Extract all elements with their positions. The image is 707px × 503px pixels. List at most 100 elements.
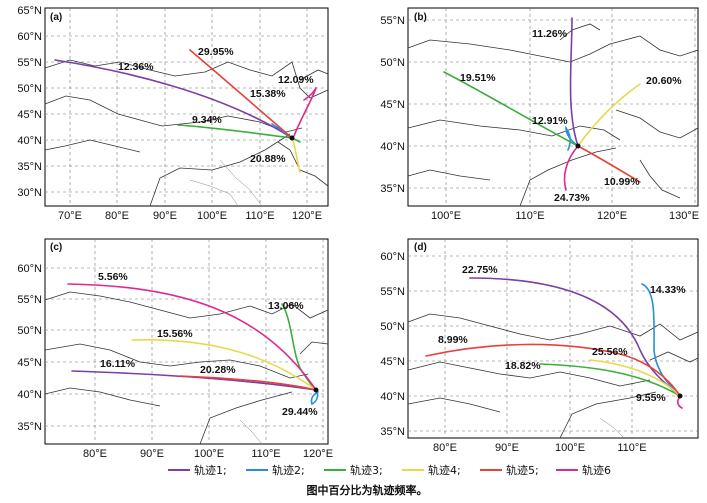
panel-a-pct-6: 12.09%: [278, 74, 314, 86]
panel-c-borders: [44, 291, 329, 445]
panel-a-lat-tick: 45°N: [17, 109, 42, 121]
panel-c-grid: [45, 239, 328, 444]
panel-b-trajectories: [443, 17, 641, 191]
panel-b-trajectory-1: [569, 17, 579, 147]
panel-c-lon-tick: 90°E: [140, 448, 164, 460]
panel-d-lon-ticks: 80°E 90°E 100°E 110°E: [433, 442, 647, 454]
panel-b-lat-tick: 55°N: [380, 15, 405, 27]
panel-b-lat-tick: 35°N: [380, 183, 405, 195]
panel-b-label: (b): [414, 12, 427, 23]
panel-b-lat-tick: 45°N: [380, 99, 405, 111]
panel-b-lat-tick: 50°N: [380, 57, 405, 69]
panel-a-lat-ticks: 65°N 60°N 55°N 50°N 45°N 40°N 35°N 30°N: [17, 5, 42, 199]
panel-d-lat-tick: 45°N: [380, 356, 405, 368]
panel-d-lon-tick: 80°E: [433, 442, 457, 454]
panel-a-lon-ticks: 70°E 80°E 90°E 100°E 110°E 120°E: [58, 210, 322, 222]
legend-item-6: 轨迹6: [556, 463, 611, 477]
panel-c-lat-tick: 40°N: [17, 389, 42, 401]
panel-c-trajectory-2: [310, 389, 319, 406]
panel-b-pct-2: 12.91%: [532, 115, 568, 127]
panel-c-lat-ticks: 60°N 55°N 50°N 45°N 40°N 35°N: [17, 263, 42, 433]
panel-a-lat-tick: 55°N: [17, 57, 42, 69]
panel-a-pct-4: 20.88%: [250, 153, 286, 165]
panel-b-lat-ticks: 55°N 50°N 45°N 40°N 35°N: [380, 15, 405, 195]
panel-c-trajectory-5: [179, 375, 317, 391]
panel-a-lat-tick: 40°N: [17, 135, 42, 147]
legend-item-2: 轨迹2;: [246, 463, 305, 477]
panel-d-source-point: [677, 393, 683, 399]
panel-a-lat-tick: 65°N: [17, 5, 42, 17]
panel-c-pct-2: 29.44%: [282, 406, 318, 418]
panel-a-trajectory-5: [189, 49, 293, 139]
panel-d-trajectories: [425, 277, 683, 409]
panel-d-lat-ticks: 60°N 55°N 50°N 45°N 40°N 35°N: [380, 251, 405, 438]
panel-a-pct-3: 9.34%: [192, 114, 222, 126]
panel-c-lat-tick: 60°N: [17, 263, 42, 275]
panel-c-lon-ticks: 80°E 90°E 100°E 110°E 120°E: [83, 448, 333, 460]
legend-label: 轨迹1;: [194, 463, 227, 477]
panel-c-lon-tick: 120°E: [303, 448, 333, 460]
panel-b-lon-ticks: 100°E 110°E 120°E 130°E: [431, 210, 699, 222]
panel-b-pct-4: 20.60%: [646, 75, 682, 87]
panel-b-lon-tick: 110°E: [515, 210, 544, 222]
panel-a-label: (a): [50, 12, 62, 23]
panel-b-trajectory-3: [443, 71, 579, 147]
panel-a-source-point: [289, 135, 295, 141]
panel-d-trajectory-1: [469, 277, 681, 397]
legend: 轨迹1; 轨迹2; 轨迹3; 轨迹4; 轨迹5; 轨迹6: [168, 463, 611, 477]
panel-c-lon-tick: 100°E: [194, 448, 224, 460]
panel-d-lat-tick: 35°N: [380, 426, 405, 438]
panel-d-lat-tick: 50°N: [380, 321, 405, 333]
legend-label: 轨迹5;: [506, 463, 539, 477]
panel-a-trajectory-3: [177, 124, 301, 143]
legend-item-5: 轨迹5;: [480, 463, 539, 477]
panel-c-lon-tick: 80°E: [83, 448, 107, 460]
panel-a-lon-tick: 110°E: [245, 210, 274, 222]
panel-d-borders: [407, 313, 699, 439]
legend-item-4: 轨迹4;: [402, 463, 461, 477]
panel-d-pct-3: 18.82%: [505, 360, 541, 372]
legend-label: 轨迹3;: [350, 463, 383, 477]
panel-c-lon-tick: 110°E: [251, 448, 280, 460]
panel-d-grid: [408, 239, 698, 438]
legend-label: 轨迹2;: [272, 463, 305, 477]
panel-c-trajectories: [67, 283, 319, 406]
panel-c-source-point: [313, 387, 319, 393]
panel-d-lat-tick: 55°N: [380, 286, 405, 298]
panel-d-pct-2: 14.33%: [650, 284, 686, 296]
panel-b-lon-tick: 130°E: [669, 210, 699, 222]
panel-a-lat-tick: 50°N: [17, 83, 42, 95]
panel-a-lat-tick: 30°N: [17, 187, 42, 199]
panel-a-lon-tick: 90°E: [153, 210, 177, 222]
panel-d: (d) 22.75% 14.33% 18.82% 25.56% 8.99% 9.…: [380, 238, 699, 454]
panel-c-trajectory-1: [71, 370, 317, 391]
panel-c-pct-1: 16.11%: [100, 358, 136, 370]
panel-a-pct-5: 29.95%: [198, 46, 234, 58]
panel-d-lat-tick: 60°N: [380, 251, 405, 263]
panel-a-lon-tick: 80°E: [105, 210, 129, 222]
panel-d-pct-5: 8.99%: [438, 334, 468, 346]
panel-c: (c) 16.11% 29.44% 13.06% 15.56% 20.28% 5…: [17, 238, 333, 460]
panel-a-trajectory-1: [54, 59, 293, 139]
panel-d-label: (d): [414, 242, 427, 253]
panel-c-lat-tick: 50°N: [17, 325, 42, 337]
panel-d-trajectory-4: [589, 359, 681, 397]
panel-a-pct-1: 12.36%: [118, 61, 154, 73]
panel-b-trajectory-4: [577, 83, 641, 147]
panel-a-lon-tick: 70°E: [58, 210, 82, 222]
panel-c-trajectory-6: [67, 283, 317, 391]
panel-b-trajectory-5: [577, 145, 641, 183]
panel-c-trajectory-4: [131, 338, 317, 391]
panel-b-pct-1: 11.26%: [532, 28, 568, 40]
panel-d-pct-1: 22.75%: [462, 264, 498, 276]
panel-d-pct-4: 25.56%: [592, 346, 628, 358]
panel-a-lon-tick: 100°E: [197, 210, 227, 222]
panel-c-pct-3: 13.06%: [268, 300, 304, 312]
panel-b-trajectory-6: [563, 145, 579, 191]
panel-a-lat-tick: 35°N: [17, 161, 42, 173]
panel-d-trajectory-3: [539, 363, 681, 397]
panel-b-lat-tick: 40°N: [380, 141, 405, 153]
panel-b-source-point: [575, 143, 581, 149]
panel-b-lon-tick: 100°E: [431, 210, 461, 222]
